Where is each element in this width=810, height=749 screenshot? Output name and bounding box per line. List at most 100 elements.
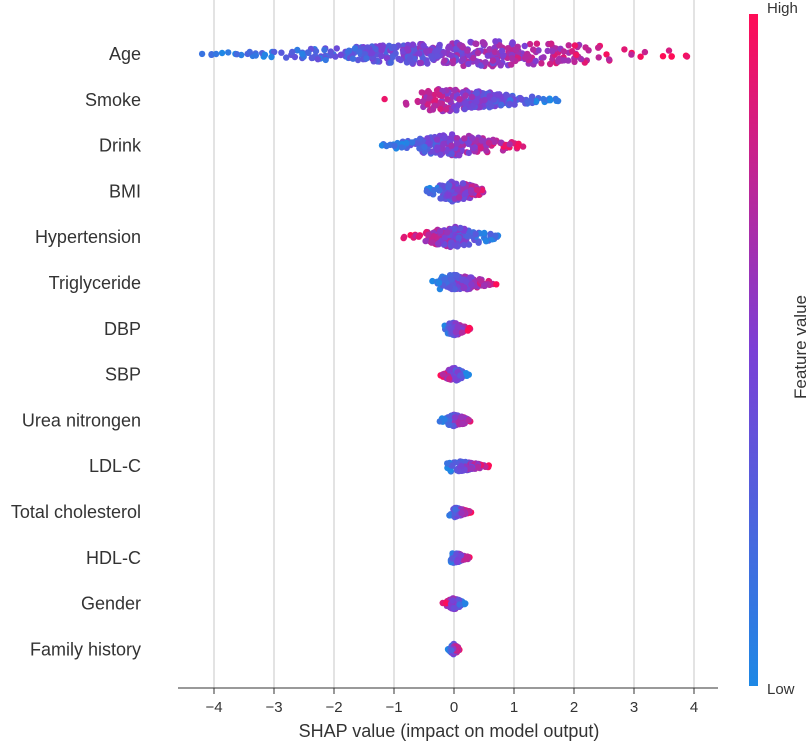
shap-point — [414, 98, 422, 106]
shap-point — [299, 50, 306, 58]
shap-point — [519, 143, 527, 150]
shap-point — [462, 100, 469, 107]
feature-label: Smoke — [85, 90, 141, 110]
shap-point — [409, 41, 416, 48]
shap-point — [668, 53, 675, 60]
shap-point — [458, 462, 465, 470]
shap-point — [478, 187, 486, 194]
shap-point — [474, 49, 482, 57]
shap-point — [390, 43, 398, 51]
shap-point — [437, 151, 444, 158]
shap-point — [351, 45, 359, 52]
shap-point — [455, 194, 463, 201]
x-tick-label: 4 — [690, 699, 698, 716]
shap-point — [554, 97, 562, 105]
feature-label: Hypertension — [35, 227, 141, 247]
shap-point — [378, 52, 385, 60]
feature-label: Urea nitrongen — [22, 410, 141, 430]
shap-point — [605, 56, 613, 63]
colorbar-low-label: Low — [767, 681, 795, 698]
shap-point — [456, 601, 463, 608]
shap-point — [560, 57, 568, 64]
x-tick-label: −1 — [385, 699, 402, 716]
shap-point — [540, 54, 547, 61]
shap-point — [442, 106, 450, 113]
shap-point — [473, 98, 480, 105]
shap-point — [493, 281, 500, 288]
shap-point — [458, 509, 465, 517]
shap-point — [461, 105, 468, 113]
shap-point — [460, 62, 467, 69]
x-axis-label: SHAP value (impact on model output) — [299, 721, 600, 741]
shap-point — [582, 44, 589, 51]
shap-point — [421, 148, 428, 155]
shap-point — [498, 101, 505, 109]
shap-point — [492, 232, 499, 239]
x-tick-label: 0 — [450, 699, 458, 716]
shap-point — [430, 187, 437, 194]
shap-point — [364, 44, 371, 51]
shap-point — [444, 96, 451, 103]
shap-point — [452, 328, 460, 336]
shap-point — [445, 191, 452, 198]
colorbar-title: Feature value — [791, 295, 810, 399]
shap-point — [448, 150, 455, 157]
shap-point — [441, 134, 448, 141]
shap-point — [462, 458, 469, 466]
shap-point — [441, 57, 448, 64]
shap-point — [433, 136, 441, 143]
shap-point — [470, 144, 477, 152]
shap-point — [462, 92, 469, 99]
shap-point — [497, 62, 504, 69]
shap-point — [452, 506, 459, 513]
shap-point — [492, 38, 499, 45]
shap-point — [460, 241, 468, 249]
shap-point — [356, 48, 363, 56]
shap-point — [628, 51, 635, 58]
shap-point — [451, 225, 458, 232]
shap-point — [426, 94, 433, 102]
shap-point — [484, 52, 491, 59]
shap-point — [429, 239, 436, 246]
shap-point — [521, 42, 528, 50]
x-tick-label: −2 — [325, 699, 342, 716]
shap-point — [465, 60, 472, 68]
shap-point — [349, 55, 357, 62]
feature-label: BMI — [109, 181, 141, 201]
shap-point — [568, 48, 576, 55]
shap-point — [483, 147, 490, 154]
points-layer — [198, 38, 691, 658]
shap-point — [448, 142, 455, 149]
shap-point — [489, 57, 497, 64]
shap-point — [482, 238, 490, 245]
shap-point — [379, 44, 386, 51]
shap-point — [433, 87, 441, 94]
shap-point — [546, 60, 554, 68]
shap-point — [457, 413, 465, 421]
shap-point — [233, 51, 240, 58]
shap-point — [469, 135, 476, 142]
feature-label: Age — [109, 44, 141, 64]
shap-point — [451, 375, 458, 382]
shap-point — [560, 48, 568, 55]
shap-point — [451, 87, 458, 94]
shap-point — [485, 139, 493, 147]
shap-point — [472, 40, 479, 47]
feature-label: Gender — [81, 594, 141, 614]
shap-point — [431, 233, 438, 240]
shap-point — [463, 372, 470, 379]
shap-point — [345, 47, 353, 54]
shap-point — [475, 239, 482, 246]
shap-point — [309, 54, 316, 61]
feature-label: Total cholesterol — [11, 502, 141, 522]
shap-point — [506, 141, 513, 148]
shap-point — [437, 105, 444, 113]
shap-point — [434, 47, 441, 54]
shap-point — [533, 40, 541, 47]
shap-point — [460, 284, 468, 292]
shap-point — [532, 97, 540, 105]
shap-point — [641, 48, 649, 56]
shap-point — [659, 53, 667, 60]
x-tick-label: −4 — [205, 699, 222, 716]
